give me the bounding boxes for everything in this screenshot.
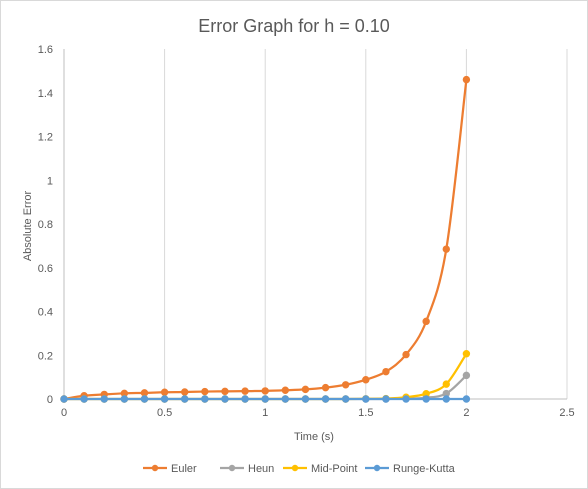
y-tick-label: 1.2 bbox=[38, 132, 53, 144]
data-point-runge-kutta bbox=[341, 395, 350, 403]
data-point-mid-point bbox=[442, 380, 450, 388]
data-point-euler bbox=[281, 386, 290, 394]
data-point-runge-kutta bbox=[382, 395, 390, 403]
legend-swatch-marker bbox=[151, 464, 159, 472]
data-point-euler bbox=[160, 388, 169, 396]
data-point-euler bbox=[402, 350, 410, 359]
legend-label: Runge-Kutta bbox=[393, 463, 456, 475]
legend-item-runge-kutta: Runge-Kutta bbox=[365, 463, 456, 475]
data-point-runge-kutta bbox=[241, 395, 249, 403]
data-point-runge-kutta bbox=[301, 395, 310, 403]
legend-swatch-marker bbox=[228, 464, 236, 472]
data-point-euler bbox=[442, 245, 450, 253]
x-tick-label: 0.5 bbox=[157, 407, 172, 419]
data-point-runge-kutta bbox=[201, 395, 209, 403]
axes: 0 0.5 1 1.5 2 2.5 0 0.2 0.4 0.6 0.8 1 1.2 1.4 1.6 bbox=[38, 44, 575, 419]
y-tick-label: 1 bbox=[47, 175, 53, 187]
data-point-euler bbox=[301, 385, 310, 394]
data-point-euler bbox=[241, 387, 249, 395]
plot-area bbox=[60, 75, 471, 403]
y-tick-label: 0.8 bbox=[38, 219, 53, 231]
data-point-euler bbox=[341, 381, 350, 389]
data-point-runge-kutta bbox=[422, 395, 430, 403]
data-point-runge-kutta bbox=[120, 395, 129, 403]
x-tick-label: 1 bbox=[262, 407, 268, 419]
x-axis-title: Time (s) bbox=[294, 431, 334, 443]
y-axis-title: Absolute Error bbox=[22, 191, 34, 262]
data-point-euler bbox=[422, 317, 430, 326]
data-point-runge-kutta bbox=[402, 395, 410, 403]
data-point-runge-kutta bbox=[181, 395, 189, 403]
x-tick-label: 1.5 bbox=[358, 407, 373, 419]
data-point-runge-kutta bbox=[261, 395, 269, 403]
y-tick-label: 0.4 bbox=[38, 307, 53, 319]
data-point-heun bbox=[462, 371, 471, 380]
data-point-runge-kutta bbox=[160, 395, 169, 403]
chart-title: Error Graph for h = 0.10 bbox=[198, 16, 390, 36]
series-line-euler bbox=[63, 79, 468, 401]
data-point-euler bbox=[221, 387, 229, 396]
data-point-runge-kutta bbox=[221, 395, 229, 403]
data-point-mid-point bbox=[462, 350, 471, 358]
data-point-runge-kutta bbox=[80, 395, 88, 403]
data-point-euler bbox=[261, 387, 269, 395]
data-point-runge-kutta bbox=[321, 395, 330, 403]
data-point-euler bbox=[362, 376, 370, 384]
legend-label: Mid-Point bbox=[311, 463, 357, 475]
data-point-euler bbox=[140, 389, 149, 397]
data-point-runge-kutta bbox=[100, 395, 108, 403]
gridlines bbox=[164, 49, 568, 399]
data-point-runge-kutta bbox=[362, 395, 370, 403]
data-point-runge-kutta bbox=[462, 395, 471, 403]
legend: Euler Heun Mid-Point Runge-Kutta bbox=[143, 463, 456, 475]
y-tick-label: 1.6 bbox=[38, 44, 53, 56]
y-tick-label: 0 bbox=[47, 394, 53, 406]
data-point-runge-kutta bbox=[281, 395, 290, 403]
legend-swatch-marker bbox=[373, 464, 381, 472]
y-tick-label: 1.4 bbox=[38, 88, 53, 100]
legend-label: Heun bbox=[248, 463, 274, 475]
legend-item-euler: Euler bbox=[143, 463, 197, 475]
y-tick-label: 0.2 bbox=[38, 350, 53, 362]
legend-item-heun: Heun bbox=[220, 463, 274, 475]
legend-label: Euler bbox=[171, 463, 197, 475]
legend-item-mid-point: Mid-Point bbox=[283, 463, 357, 475]
data-point-runge-kutta bbox=[442, 395, 450, 403]
data-point-euler bbox=[462, 75, 471, 84]
x-tick-label: 2 bbox=[463, 407, 469, 419]
x-tick-label: 0 bbox=[61, 407, 67, 419]
data-point-euler bbox=[201, 387, 209, 396]
data-point-runge-kutta bbox=[60, 395, 68, 403]
data-point-euler bbox=[321, 383, 330, 392]
y-tick-label: 0.6 bbox=[38, 263, 53, 275]
data-point-euler bbox=[382, 367, 390, 376]
legend-swatch-marker bbox=[291, 464, 299, 472]
data-point-runge-kutta bbox=[140, 395, 149, 403]
x-tick-label: 2.5 bbox=[559, 407, 574, 419]
data-point-euler bbox=[181, 388, 189, 396]
